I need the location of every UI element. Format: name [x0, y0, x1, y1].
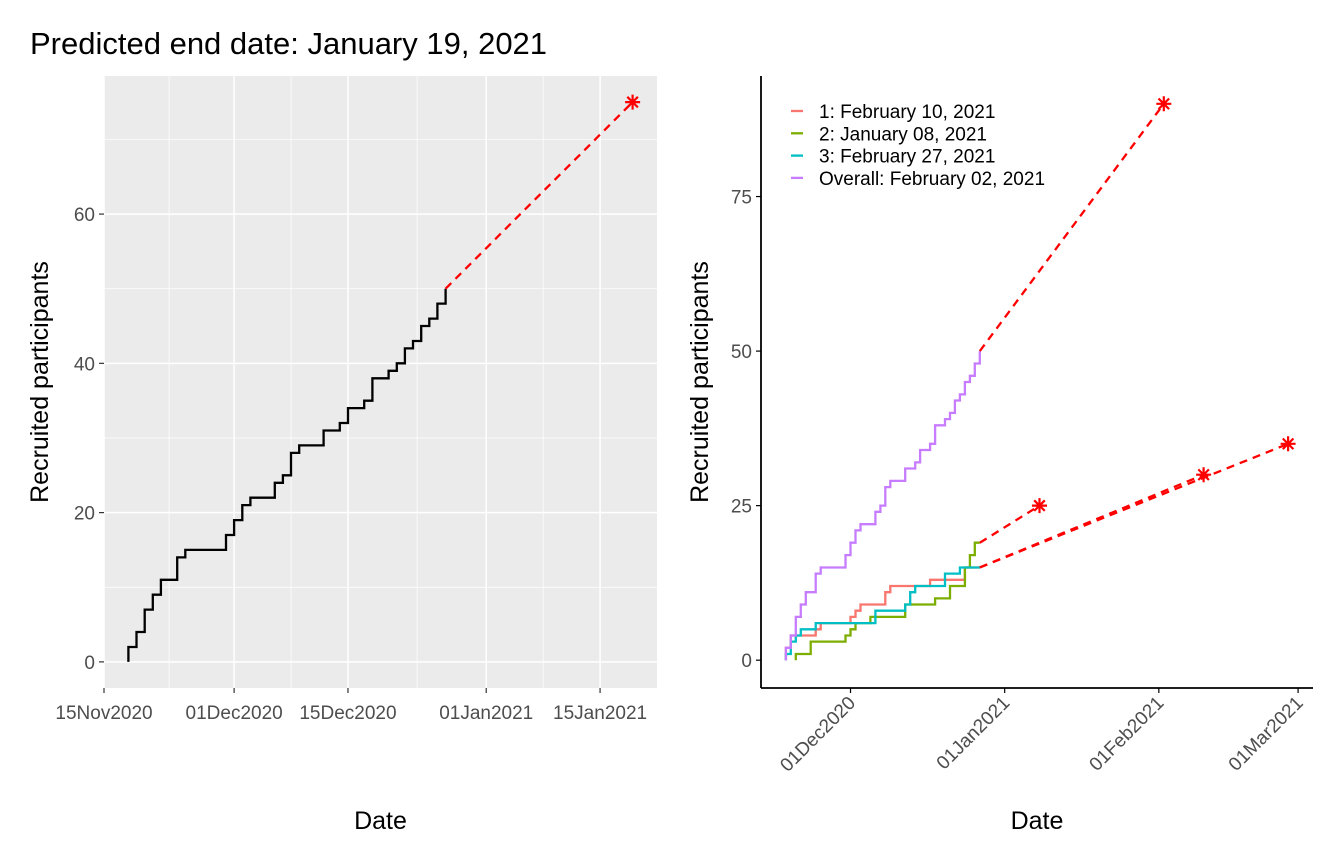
x-tick-label: 01Jan2021: [439, 703, 533, 724]
x-tick-label: 15Jan2021: [553, 703, 647, 724]
end-marker: [1196, 467, 1212, 483]
series-line: [794, 541, 980, 661]
x-tick-label: 01Feb2021: [1086, 693, 1169, 776]
y-axis-title: Recruited participants: [26, 261, 54, 503]
legend-label: Overall: February 02, 2021: [819, 169, 1045, 190]
end-marker: [625, 94, 641, 110]
right-panel: 0 25 50 75 01Dec2020 01Jan2021 01Feb2021 01Mar2…: [686, 76, 1313, 835]
y-tick-label: 0: [741, 651, 752, 672]
x-tick-label: 01Dec2020: [186, 703, 283, 724]
x-tick-label: 15Dec2020: [299, 703, 396, 724]
y-axis-title: Recruited participants: [686, 261, 714, 503]
series-line: [784, 566, 980, 661]
chart-title: Predicted end date: January 19, 2021: [30, 26, 547, 61]
y-tick-label: 0: [84, 653, 95, 674]
series-line: [784, 351, 981, 661]
y-tick-label: 25: [731, 497, 752, 518]
end-marker: [1280, 436, 1296, 452]
projection-line: [979, 442, 1289, 569]
legend-label: 2: January 08, 2021: [819, 124, 987, 145]
plot-background: [104, 76, 657, 688]
x-tick-label: 01Mar2021: [1225, 693, 1308, 776]
end-marker: [1156, 96, 1172, 112]
series-line: [784, 566, 980, 661]
y-tick-label: 75: [731, 188, 752, 209]
series-line: [127, 288, 447, 662]
y-tick-label: 40: [74, 354, 95, 375]
x-tick-label: 15Nov2020: [55, 703, 152, 724]
x-axis-title: Date: [1011, 807, 1064, 835]
projection-line: [978, 103, 1165, 352]
legend-label: 1: February 10, 2021: [819, 102, 995, 123]
projection-line: [444, 101, 634, 290]
x-axis-title: Date: [354, 807, 407, 835]
projection-line: [979, 504, 1041, 544]
y-tick-label: 50: [731, 342, 752, 363]
x-tick-label: 01Dec2020: [776, 693, 860, 777]
end-marker: [1032, 498, 1047, 514]
projection-line: [979, 473, 1205, 569]
y-tick-label: 60: [74, 205, 95, 226]
x-tick-label: 01Jan2021: [933, 693, 1014, 774]
left-panel: 0 20 40 60 15Nov2020 01Dec2020 15Dec2020 01Jan2…: [26, 76, 657, 835]
y-tick-label: 20: [74, 504, 95, 525]
legend-label: 3: February 27, 2021: [819, 147, 995, 168]
